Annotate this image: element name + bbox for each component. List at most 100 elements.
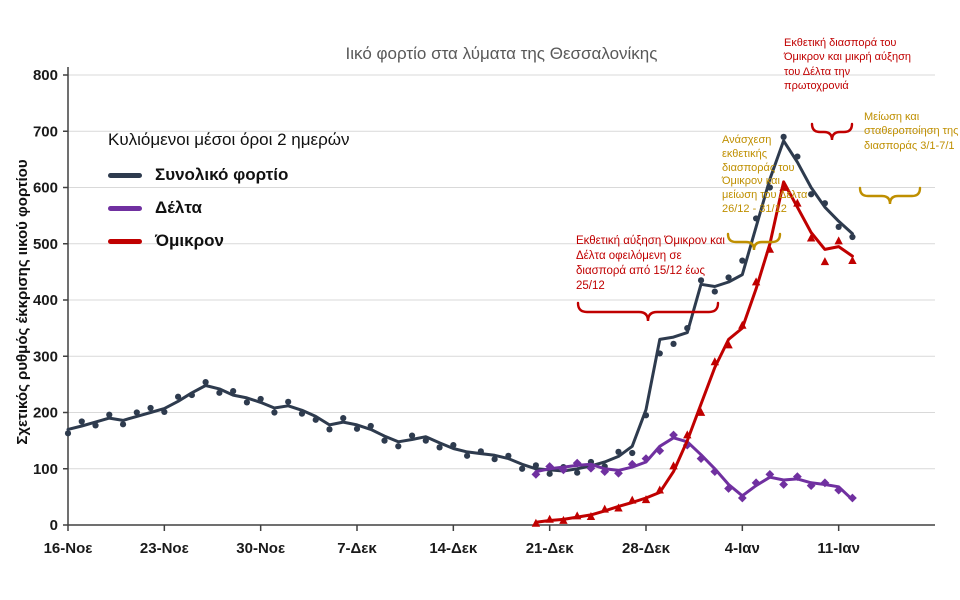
omicron-line-swatch bbox=[108, 238, 142, 244]
legend-item-omicron: Όμικρον bbox=[108, 231, 350, 251]
chart-title: Ιικό φορτίο στα λύματα της Θεσσαλονίκης bbox=[345, 44, 658, 63]
annotation-containment: Ανάσχεση εκθετικής διασποράς του Όμικρον… bbox=[722, 134, 808, 215]
marker-circle bbox=[326, 426, 333, 433]
y-axis-tick-label: 400 bbox=[33, 292, 58, 309]
marker-circle bbox=[381, 437, 388, 444]
marker-diamond bbox=[792, 472, 802, 482]
marker-triangle bbox=[600, 504, 609, 513]
marker-diamond bbox=[710, 467, 720, 476]
marker-circle bbox=[298, 410, 306, 417]
marker-circle bbox=[642, 412, 650, 419]
marker-circle bbox=[739, 257, 746, 264]
marker-circle bbox=[106, 411, 113, 418]
marker-triangle bbox=[614, 503, 623, 512]
total-load-line-swatch bbox=[108, 172, 142, 178]
marker-diamond bbox=[531, 469, 541, 479]
series-line-0 bbox=[66, 139, 854, 473]
marker-triangle bbox=[531, 518, 541, 527]
legend-label-total: Συνολικό φορτίο bbox=[155, 165, 289, 184]
marker-diamond bbox=[655, 446, 665, 456]
marker-circle bbox=[629, 449, 636, 457]
brace-stabilization-icon bbox=[858, 186, 922, 205]
marker-circle bbox=[408, 432, 416, 439]
marker-diamond bbox=[806, 481, 816, 491]
marker-triangle bbox=[586, 511, 596, 520]
marker-circle bbox=[546, 470, 553, 477]
marker-diamond bbox=[737, 493, 747, 503]
marker-triangle bbox=[545, 514, 554, 523]
x-axis-tick-label: 28-Δεκ bbox=[622, 540, 671, 557]
marker-diamond bbox=[614, 468, 623, 478]
marker-circle bbox=[808, 191, 815, 198]
marker-triangle bbox=[806, 233, 816, 242]
y-axis-tick-label: 0 bbox=[50, 517, 58, 534]
marker-circle bbox=[395, 443, 402, 450]
x-axis-tick-label: 30-Νοε bbox=[236, 540, 285, 557]
marker-circle bbox=[505, 452, 512, 459]
marker-triangle bbox=[848, 256, 857, 265]
marker-circle bbox=[174, 393, 182, 400]
marker-circle bbox=[532, 462, 540, 469]
marker-triangle bbox=[696, 407, 706, 416]
marker-circle bbox=[697, 277, 705, 284]
marker-triangle bbox=[572, 511, 582, 520]
marker-circle bbox=[285, 398, 292, 405]
marker-diamond bbox=[586, 463, 596, 473]
marker-circle bbox=[450, 442, 457, 449]
marker-circle bbox=[519, 465, 526, 472]
x-axis-tick-label: 23-Νοε bbox=[140, 540, 189, 557]
marker-circle bbox=[340, 415, 347, 422]
marker-circle bbox=[794, 153, 801, 160]
marker-circle bbox=[725, 274, 732, 281]
y-axis-tick-label: 800 bbox=[33, 67, 58, 84]
marker-triangle bbox=[834, 236, 843, 245]
marker-circle bbox=[656, 350, 663, 357]
marker-triangle bbox=[820, 257, 830, 266]
marker-diamond bbox=[559, 465, 568, 475]
marker-triangle bbox=[751, 277, 761, 286]
marker-triangle bbox=[655, 485, 664, 494]
marker-diamond bbox=[696, 454, 706, 464]
marker-circle bbox=[230, 388, 237, 395]
marker-circle bbox=[353, 425, 361, 432]
y-axis-tick-label: 300 bbox=[33, 348, 58, 365]
x-axis-tick-label: 7-Δεκ bbox=[337, 540, 377, 557]
legend-label-delta: Δέλτα bbox=[155, 198, 202, 217]
legend-label-omicron: Όμικρον bbox=[155, 231, 224, 250]
marker-triangle bbox=[779, 182, 788, 191]
x-axis-tick-label: 14-Δεκ bbox=[429, 540, 478, 557]
marker-triangle bbox=[669, 461, 678, 470]
marker-circle bbox=[78, 418, 85, 425]
marker-diamond bbox=[600, 467, 610, 476]
marker-triangle bbox=[793, 198, 802, 207]
marker-circle bbox=[766, 184, 773, 191]
y-axis-tick-label: 500 bbox=[33, 236, 58, 253]
legend: Κυλιόμενοι μέσοι όροι 2 ημερών Συνολικό … bbox=[108, 130, 350, 264]
legend-item-delta: Δέλτα bbox=[108, 198, 350, 218]
marker-circle bbox=[188, 391, 195, 399]
marker-circle bbox=[133, 409, 140, 416]
legend-heading: Κυλιόμενοι μέσοι όροι 2 ημερών bbox=[108, 130, 350, 149]
marker-circle bbox=[780, 133, 787, 140]
series-line-1 bbox=[534, 436, 854, 502]
marker-circle bbox=[684, 325, 691, 332]
marker-diamond bbox=[724, 484, 733, 493]
marker-diamond bbox=[641, 454, 651, 464]
x-axis-tick-label: 16-Νοε bbox=[44, 540, 93, 557]
marker-triangle bbox=[683, 430, 692, 439]
marker-circle bbox=[271, 409, 278, 416]
marker-diamond bbox=[834, 485, 844, 495]
marker-circle bbox=[367, 422, 374, 430]
x-axis-tick-label: 21-Δεκ bbox=[526, 540, 575, 557]
marker-circle bbox=[711, 288, 718, 295]
y-axis-tick-label: 700 bbox=[33, 123, 58, 140]
marker-triangle bbox=[738, 320, 747, 329]
marker-triangle bbox=[641, 495, 651, 504]
x-axis-tick-label: 4-Ιαν bbox=[725, 540, 760, 557]
marker-circle bbox=[161, 408, 168, 416]
series-line-2 bbox=[534, 180, 854, 524]
marker-circle bbox=[849, 233, 856, 241]
